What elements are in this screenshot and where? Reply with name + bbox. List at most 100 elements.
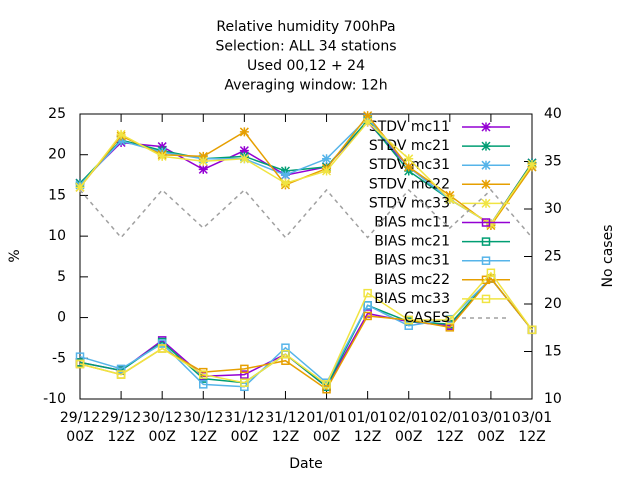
x-tick-label: 03/01 [471, 410, 511, 426]
point [527, 325, 537, 335]
x-tick-label: 12Z [190, 429, 217, 445]
point [363, 111, 373, 121]
point [486, 219, 496, 229]
y-tick-label: 20 [48, 147, 66, 163]
legend-marker [481, 275, 491, 285]
point [199, 370, 208, 379]
y-axis-label: % [7, 249, 23, 262]
point [240, 370, 249, 379]
chart-title: Used 00,12 + 24 [247, 58, 365, 74]
legend-marker [481, 160, 491, 170]
x-tick-label: 30/12 [142, 410, 182, 426]
point [198, 164, 208, 174]
x-tick-label: 29/12 [60, 410, 100, 426]
y-tick-label: 10 [48, 228, 66, 244]
point [363, 288, 372, 298]
y-tick-label: -10 [43, 391, 66, 407]
y2-tick-label: 20 [544, 296, 562, 312]
x-tick-label: 01/01 [347, 410, 387, 426]
plot-frame [79, 113, 533, 400]
x-tick-label: 00Z [148, 429, 175, 445]
x-tick-label: 00Z [66, 429, 93, 445]
y2-tick-label: 10 [544, 391, 562, 407]
y-tick-label: -5 [52, 350, 66, 366]
x-tick-label: 29/12 [101, 410, 141, 426]
point [75, 359, 85, 369]
x-tick-label: 02/01 [430, 410, 470, 426]
point [239, 146, 249, 156]
point [363, 311, 372, 321]
series-line [79, 277, 533, 391]
x-tick-label: 12Z [436, 429, 463, 445]
chart-title: Relative humidity 700hPa [216, 19, 395, 35]
point [404, 154, 414, 164]
legend-marker [481, 218, 491, 227]
point [404, 315, 413, 325]
point [116, 370, 126, 379]
x-tick-label: 12Z [107, 429, 134, 445]
legend-label: BIAS mc11 [374, 215, 450, 231]
y2-tick-label: 15 [544, 344, 562, 360]
point [322, 166, 332, 176]
x-tick-label: 00Z [313, 429, 340, 445]
point [157, 151, 167, 161]
point [116, 364, 126, 374]
x-tick-label: 01/01 [306, 410, 346, 426]
point [239, 127, 249, 137]
point [240, 378, 249, 387]
legend-marker [481, 122, 491, 132]
y-tick-label: 15 [48, 187, 66, 203]
x-axis-label: Date [289, 456, 322, 472]
series-line [79, 188, 533, 239]
point [240, 364, 249, 374]
point [527, 159, 537, 170]
legend-label: BIAS mc22 [374, 272, 450, 288]
legend-marker [481, 294, 491, 304]
chart-title: Averaging window: 12h [224, 78, 387, 94]
x-tick-label: 30/12 [183, 410, 223, 426]
x-tick-label: 31/12 [224, 410, 264, 426]
legend-marker [481, 237, 491, 246]
series-line [79, 271, 533, 386]
legend-label: STDV mc33 [369, 195, 450, 211]
point [445, 194, 455, 205]
y2-tick-label: 35 [544, 154, 562, 170]
point [198, 156, 208, 166]
point [157, 339, 167, 348]
point [157, 344, 167, 353]
legend-label: CASES [404, 310, 450, 326]
point [75, 182, 85, 192]
y-tick-label: 25 [48, 106, 66, 122]
series-line [79, 121, 533, 225]
point [322, 380, 331, 389]
legend-label: STDV mc11 [369, 119, 450, 135]
legend-marker [481, 141, 491, 151]
point [239, 154, 249, 164]
x-tick-label: 00Z [477, 429, 504, 445]
point [404, 162, 414, 172]
legend-marker [481, 179, 491, 189]
point [281, 349, 290, 359]
y2-tick-label: 40 [544, 106, 562, 122]
point [322, 384, 331, 394]
point [116, 129, 126, 139]
x-tick-label: 00Z [395, 429, 422, 445]
point [322, 154, 332, 164]
x-tick-label: 12Z [518, 429, 545, 445]
x-tick-label: 12Z [272, 429, 299, 445]
y2-tick-label: 25 [544, 249, 562, 265]
point [116, 136, 126, 146]
legend-label: STDV mc21 [369, 138, 450, 154]
x-tick-label: 31/12 [265, 410, 305, 426]
legend-marker [481, 198, 491, 208]
point [445, 315, 455, 325]
legend-label: BIAS mc33 [374, 291, 450, 307]
x-tick-label: 02/01 [389, 410, 429, 426]
x-tick-label: 12Z [354, 429, 381, 445]
point [363, 117, 373, 127]
point [280, 178, 290, 188]
point [363, 301, 372, 310]
point [404, 321, 413, 330]
